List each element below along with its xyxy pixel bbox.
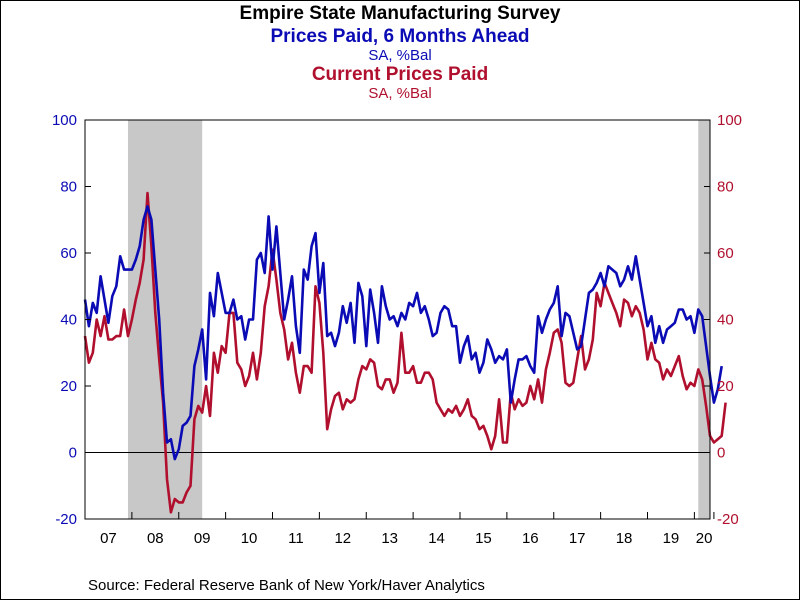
series-1-units: SA, %Bal	[368, 47, 432, 64]
source-note: Source: Federal Reserve Bank of New York…	[88, 577, 485, 594]
series-line-2	[83, 191, 727, 514]
series-2-title: Current Prices Paid	[311, 64, 489, 85]
x-tick-label: 13	[381, 530, 398, 547]
y-left-tick-label: 100	[52, 112, 77, 129]
y-right-tick-label: 80	[717, 179, 734, 196]
x-tick-label: 20	[696, 530, 713, 547]
series-2-units: SA, %Bal	[368, 85, 432, 102]
y-left-tick-label: -20	[55, 511, 77, 528]
x-tick-label: 18	[616, 530, 633, 547]
x-tick-label: 17	[569, 530, 586, 547]
x-tick-label: 19	[663, 530, 680, 547]
x-tick-label: 08	[147, 530, 164, 547]
y-right-tick-label: 40	[717, 312, 734, 329]
series-1-title: Prices Paid, 6 Months Ahead	[270, 26, 530, 47]
y-left-tick-label: 60	[60, 245, 77, 262]
chart-title: Empire State Manufacturing Survey	[239, 3, 561, 24]
y-right-tick-label: 60	[717, 245, 734, 262]
x-tick-label: 12	[334, 530, 351, 547]
y-right-tick-label: 0	[717, 445, 725, 462]
x-tick-label: 10	[241, 530, 258, 547]
series-line-1	[83, 205, 723, 461]
y-right-tick-label: -20	[717, 511, 739, 528]
y-left-tick-label: 0	[69, 445, 77, 462]
y-left-tick-label: 20	[60, 378, 77, 395]
x-tick-label: 15	[475, 530, 492, 547]
x-tick-label: 09	[194, 530, 211, 547]
y-right-tick-label: 100	[717, 112, 742, 129]
y-left-tick-label: 40	[60, 312, 77, 329]
y-left-tick-label: 80	[60, 179, 77, 196]
title-block: Empire State Manufacturing Survey Prices…	[0, 2, 800, 101]
x-tick-label: 07	[100, 530, 117, 547]
x-tick-label: 14	[428, 530, 445, 547]
x-tick-label: 16	[522, 530, 539, 547]
x-tick-label: 11	[288, 530, 304, 547]
y-right-tick-label: 20	[717, 378, 734, 395]
